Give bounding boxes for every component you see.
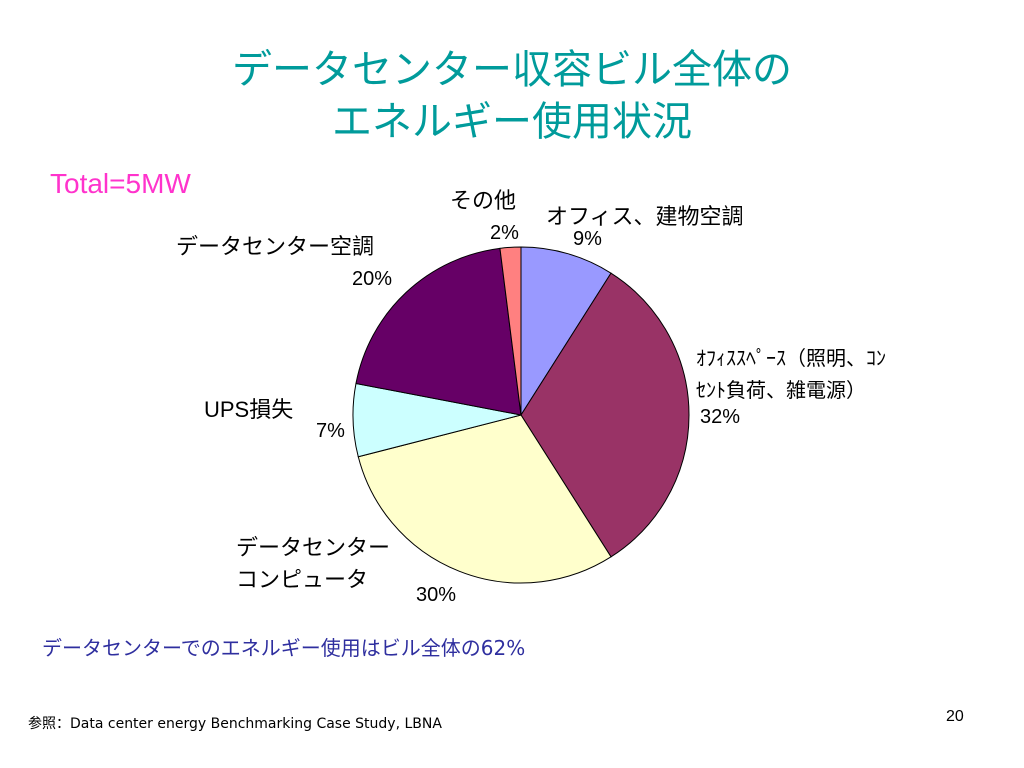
- dc-hvac-percent: 20%: [352, 268, 393, 290]
- office-hvac-percent: 9%: [573, 228, 602, 250]
- dc-computer-label-line1: データセンター: [236, 536, 391, 561]
- dc-hvac-label: データセンター空調: [176, 235, 375, 260]
- pie-slice-4: [355, 247, 522, 416]
- pie-slice-0: [520, 246, 612, 417]
- ups-loss-label: UPS損失: [204, 397, 294, 422]
- dc-computer-percent: 30%: [416, 584, 457, 606]
- office-space-label-line1: ｵﾌｨｽｽﾍﾟｰｽ（照明、ｺﾝ: [696, 346, 886, 370]
- summary-text: データセンターでのエネルギー使用はビル全体の62%: [42, 636, 526, 660]
- slide-title-line2: エネルギー使用状況: [332, 99, 692, 145]
- office-space-percent: 32%: [700, 406, 741, 428]
- office-hvac-label: オフィス、建物空調: [546, 205, 744, 230]
- reference-text: 参照：Data center energy Benchmarking Case …: [28, 716, 442, 732]
- page-number: 20: [946, 708, 964, 725]
- ups-loss-percent: 7%: [316, 420, 345, 442]
- total-power-label: Total=5MW: [50, 168, 191, 199]
- pie-slice-1: [520, 272, 690, 558]
- other-label: その他: [450, 189, 517, 214]
- dc-computer-label-line2: コンピュータ: [236, 568, 369, 593]
- pie-slice-2: [357, 414, 612, 584]
- office-space-label-line2: ｾﾝﾄ負荷、雑電源）: [696, 378, 866, 402]
- pie-slice-5: [499, 246, 522, 416]
- other-percent: 2%: [490, 222, 519, 244]
- slide-title-line1: データセンター収容ビル全体の: [232, 47, 792, 93]
